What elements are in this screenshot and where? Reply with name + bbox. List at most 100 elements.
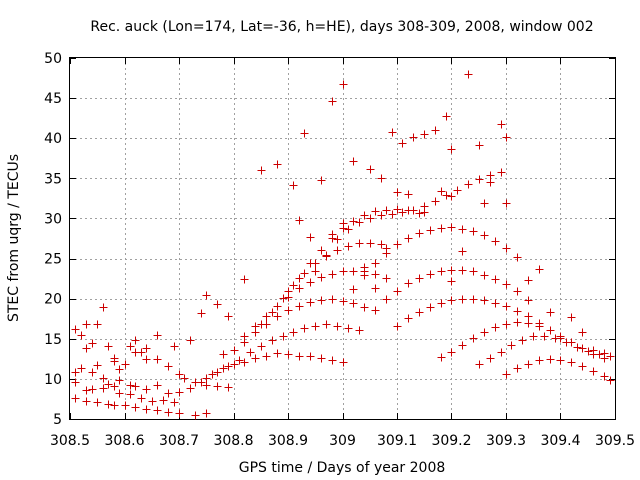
data-point bbox=[180, 374, 189, 383]
plot-frame bbox=[69, 57, 616, 420]
data-point bbox=[328, 270, 337, 279]
data-point bbox=[142, 385, 151, 394]
data-point bbox=[497, 348, 506, 357]
data-point bbox=[458, 247, 467, 256]
data-point bbox=[578, 328, 587, 337]
data-point bbox=[121, 360, 130, 369]
data-point bbox=[502, 280, 511, 289]
data-point bbox=[202, 374, 211, 383]
data-point bbox=[197, 378, 206, 387]
data-point bbox=[295, 352, 304, 361]
data-point bbox=[131, 382, 140, 391]
data-point bbox=[333, 235, 342, 244]
data-point bbox=[251, 322, 260, 331]
data-point bbox=[360, 211, 369, 220]
data-point bbox=[328, 356, 337, 365]
data-point bbox=[268, 308, 277, 317]
y-tick-label: 45 bbox=[44, 91, 62, 107]
data-point bbox=[339, 297, 348, 306]
data-point bbox=[606, 376, 615, 385]
data-point bbox=[491, 299, 500, 308]
data-point bbox=[415, 229, 424, 238]
data-point bbox=[409, 206, 418, 215]
data-point bbox=[251, 354, 260, 363]
data-point bbox=[556, 356, 565, 365]
data-point bbox=[458, 266, 467, 275]
data-point bbox=[393, 205, 402, 214]
data-point bbox=[447, 223, 456, 232]
data-point bbox=[142, 355, 151, 364]
data-point bbox=[311, 322, 320, 331]
x-axis-label: GPS time / Days of year 2008 bbox=[239, 460, 446, 476]
data-point bbox=[202, 291, 211, 300]
data-point bbox=[524, 296, 533, 305]
data-point bbox=[447, 348, 456, 357]
data-point bbox=[437, 224, 446, 233]
data-point bbox=[437, 299, 446, 308]
data-point bbox=[333, 322, 342, 331]
x-tick-label: 308.7 bbox=[159, 433, 199, 449]
x-tick-label: 309.5 bbox=[595, 433, 635, 449]
data-point bbox=[458, 341, 467, 350]
data-point bbox=[289, 281, 298, 290]
data-point bbox=[497, 168, 506, 177]
data-point bbox=[524, 276, 533, 285]
data-point bbox=[339, 358, 348, 367]
data-point bbox=[480, 199, 489, 208]
data-point bbox=[175, 409, 184, 418]
data-points bbox=[71, 70, 615, 420]
data-point bbox=[289, 181, 298, 190]
data-point bbox=[360, 271, 369, 280]
data-point bbox=[469, 267, 478, 276]
data-point bbox=[219, 350, 228, 359]
data-point bbox=[224, 362, 233, 371]
data-point bbox=[426, 226, 435, 235]
data-point bbox=[82, 386, 91, 395]
y-tick-label: 20 bbox=[44, 292, 62, 308]
data-point bbox=[110, 401, 119, 410]
data-point bbox=[415, 308, 424, 317]
chart-title: Rec. auck (Lon=174, Lat=-36, h=HE), days… bbox=[90, 19, 593, 35]
data-point bbox=[546, 355, 555, 364]
data-point bbox=[349, 299, 358, 308]
data-point bbox=[339, 80, 348, 89]
data-point bbox=[507, 341, 516, 350]
data-point bbox=[584, 347, 593, 356]
data-point bbox=[230, 346, 239, 355]
data-point bbox=[518, 336, 527, 345]
y-tick-label: 50 bbox=[44, 51, 62, 67]
data-point bbox=[164, 362, 173, 371]
data-point bbox=[600, 349, 609, 358]
data-point bbox=[355, 326, 364, 335]
data-point bbox=[475, 175, 484, 184]
data-point bbox=[175, 388, 184, 397]
y-tick-label: 30 bbox=[44, 211, 62, 227]
data-point bbox=[469, 227, 478, 236]
data-point bbox=[306, 298, 315, 307]
data-point bbox=[366, 239, 375, 248]
data-point bbox=[371, 284, 380, 293]
data-point bbox=[126, 342, 135, 351]
data-point bbox=[257, 342, 266, 351]
data-point bbox=[300, 129, 309, 138]
data-point bbox=[447, 145, 456, 154]
data-point bbox=[333, 246, 342, 255]
data-point bbox=[551, 334, 560, 343]
data-point bbox=[224, 383, 233, 392]
x-tick-label: 308.5 bbox=[50, 433, 90, 449]
data-point bbox=[344, 324, 353, 333]
y-tick-label: 10 bbox=[44, 372, 62, 388]
data-point bbox=[295, 216, 304, 225]
data-point bbox=[306, 352, 315, 361]
data-point bbox=[393, 188, 402, 197]
data-point bbox=[153, 331, 162, 340]
data-point bbox=[453, 186, 462, 195]
data-point bbox=[213, 300, 222, 309]
data-point bbox=[71, 394, 80, 403]
data-point bbox=[88, 385, 97, 394]
data-point bbox=[273, 312, 282, 321]
data-point bbox=[382, 206, 391, 215]
data-point bbox=[497, 120, 506, 129]
data-point bbox=[513, 318, 522, 327]
